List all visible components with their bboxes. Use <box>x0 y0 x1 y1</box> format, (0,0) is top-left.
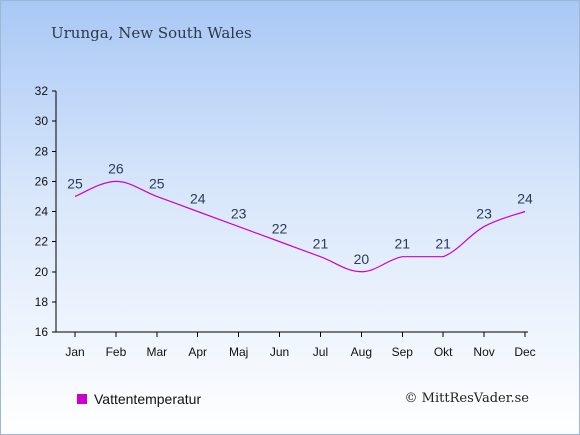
data-label: 25 <box>149 175 165 191</box>
x-tick-label: Maj <box>229 345 248 359</box>
x-tick-label: Feb <box>106 345 127 359</box>
y-tick-label: 18 <box>35 295 49 309</box>
y-tick-label: 30 <box>35 114 49 128</box>
data-labels: 25 26 25 24 23 22 21 20 21 21 23 24 <box>67 160 533 266</box>
x-tick-label: Dec <box>514 345 535 359</box>
x-tick-label: Apr <box>188 345 207 359</box>
y-tick-label: 22 <box>35 235 49 249</box>
y-tick-label: 32 <box>35 84 49 98</box>
data-label: 23 <box>476 206 492 222</box>
chart-title: Urunga, New South Wales <box>51 24 252 42</box>
y-axis-ticks: 16 18 20 22 24 26 28 30 32 <box>35 84 56 339</box>
data-label: 23 <box>231 206 247 222</box>
y-tick-label: 24 <box>35 205 49 219</box>
x-tick-label: Jun <box>270 345 289 359</box>
data-label: 25 <box>67 175 83 191</box>
series-line-vattentemperatur <box>74 180 526 273</box>
legend: Vattentemperatur <box>77 391 201 407</box>
y-tick-label: 28 <box>35 144 49 158</box>
data-label: 22 <box>272 221 288 237</box>
data-label: 24 <box>190 191 206 207</box>
data-label: 20 <box>354 251 370 267</box>
legend-label: Vattentemperatur <box>94 391 202 407</box>
data-label: 21 <box>313 236 329 252</box>
data-label: 21 <box>394 236 410 252</box>
y-tick-label: 20 <box>35 265 49 279</box>
x-tick-label: Nov <box>473 345 494 359</box>
data-label: 24 <box>517 191 533 207</box>
y-tick-label: 26 <box>35 174 49 188</box>
x-tick-label: Jan <box>65 345 84 359</box>
legend-swatch <box>77 394 87 404</box>
data-label: 26 <box>108 160 124 176</box>
credit-text: © MittResVader.se <box>404 391 529 406</box>
x-tick-label: Jul <box>313 345 328 359</box>
x-tick-label: Sep <box>392 345 414 359</box>
data-label: 21 <box>435 236 451 252</box>
x-tick-label: Aug <box>351 345 372 359</box>
y-tick-label: 16 <box>35 325 49 339</box>
x-axis-ticks: Jan Feb Mar Apr Maj Jun Jul Aug Sep Okt Nov Dec <box>65 332 536 359</box>
x-tick-label: Okt <box>434 345 453 359</box>
x-tick-label: Mar <box>146 345 167 359</box>
